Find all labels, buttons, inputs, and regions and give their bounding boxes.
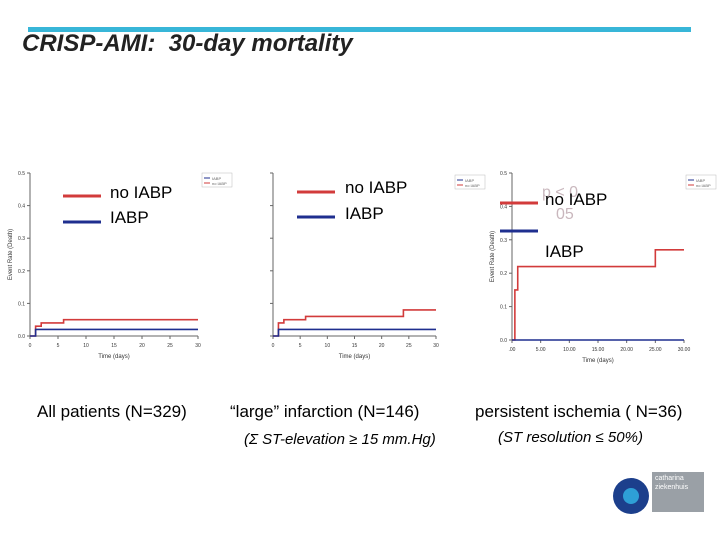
chart-1-series-no-iabp-line: [30, 318, 198, 337]
chart-2-x-tick-label: 30: [433, 343, 439, 349]
chart-3-x-tick-label: 10.00: [563, 347, 576, 353]
legend-iabp-label-3b: IABP: [545, 242, 584, 261]
chart-1-y-tick-label: 0.5: [18, 171, 25, 177]
chart-2-x-label: Time (days): [339, 354, 370, 360]
chart-2-x-tick-label: 5: [299, 343, 302, 349]
chart-2-x-tick-label: 15: [352, 343, 358, 349]
chart-1-mini-legend: [201, 172, 233, 188]
subcaption-st-elevation: (Σ ST-elevation ≥ 15 mm.Hg): [244, 431, 436, 448]
chart-1-x-tick-label: 15: [111, 343, 117, 349]
chart-1-y-tick-label: 0.2: [18, 269, 25, 275]
legend-no-iabp-label-2: no IABP: [345, 178, 408, 197]
chart-3-x-tick-label: .00: [509, 347, 516, 353]
legend-iabp-label-1: IABP: [110, 208, 149, 227]
chart-3-x-label: Time (days): [582, 358, 613, 364]
chart-1-y-tick-label: 0.0: [18, 334, 25, 340]
chart-1-y-tick-label: 0.3: [18, 236, 25, 242]
legend-iabp-label-2: IABP: [345, 204, 384, 223]
chart-3-x-tick-label: 25.00: [649, 347, 662, 353]
chart-1-x-tick-label: 20: [139, 343, 145, 349]
legend-no-iabp-label-3: no IABP: [545, 190, 608, 209]
caption-persistent-ischemia: persistent ischemia ( N=36): [475, 402, 683, 421]
chart-1-y-label: Event Rate (Death): [8, 229, 14, 280]
chart-3-y-tick-label: 0.3: [500, 238, 507, 244]
chart-1-x-tick-label: 30: [195, 343, 201, 349]
chart-3-series-no-iabp-line: [512, 249, 684, 341]
chart-3-x-tick-label: 15.00: [592, 347, 605, 353]
chart-3-y-tick-label: 0.2: [500, 271, 507, 277]
chart-2-x-tick-label: 0: [272, 343, 275, 349]
chart-3-mini-legend: [685, 174, 717, 190]
chart-2-mini-legend-iabp-text: IABP: [465, 178, 474, 183]
chart-3-mini-legend-iabp-text: IABP: [696, 178, 705, 183]
hospital-logo-icon: [613, 478, 649, 514]
chart-1-series-iabp-line: [30, 328, 198, 337]
chart-1-x-tick-label: 10: [83, 343, 89, 349]
chart-2-x-tick-label: 25: [406, 343, 412, 349]
chart-2-mini-legend-no-iabp-text: no IABP: [465, 183, 480, 188]
chart-3-y-tick-label: 0.1: [500, 305, 507, 311]
chart-3-mini-legend-no-iabp-text: no IABP: [696, 183, 711, 188]
chart-1-x-tick-label: 5: [57, 343, 60, 349]
chart-1-x-label: Time (days): [98, 354, 129, 360]
p-value-note-line2: 05: [556, 206, 574, 223]
chart-3-y-tick-label: 0.5: [500, 171, 507, 177]
chart-1-y-tick-label: 0.1: [18, 301, 25, 307]
chart-3-x-tick-label: 20.00: [620, 347, 633, 353]
chart-3-y-tick-label: 0.4: [500, 204, 507, 210]
chart-2-x-tick-label: 10: [325, 343, 331, 349]
title-accent-bar: [28, 27, 691, 32]
chart-1-x-tick-label: 0: [29, 343, 32, 349]
chart-3-x-tick-label: 30.00: [678, 347, 691, 353]
chart-1-mini-legend-no-iabp-text: no IABP: [212, 181, 227, 186]
p-value-note-line1: p < 0.: [542, 184, 583, 201]
chart-2-mini-legend: [454, 174, 486, 190]
chart-2-series-iabp-line: [273, 328, 436, 337]
caption-large-infarction: “large” infarction (N=146): [230, 402, 420, 421]
chart-3-x-tick-label: 5.00: [536, 347, 546, 353]
chart-2-series-no-iabp-line: [273, 309, 436, 337]
chart-1-mini-legend-iabp-text: IABP: [212, 176, 221, 181]
slide-title: CRISP-AMI: 30-day mortality: [22, 30, 353, 57]
subcaption-st-resolution: (ST resolution ≤ 50%): [498, 429, 643, 446]
caption-all-patients: All patients (N=329): [37, 402, 187, 421]
legend-no-iabp-label-1: no IABP: [110, 183, 173, 202]
chart-3-y-tick-label: 0.0: [500, 338, 507, 344]
chart-2-x-tick-label: 20: [379, 343, 385, 349]
hospital-logo-text: catharina ziekenhuis: [652, 472, 704, 512]
chart-1-y-tick-label: 0.4: [18, 204, 25, 210]
chart-3-y-label: Event Rate (Death): [490, 231, 496, 282]
chart-1-x-tick-label: 25: [167, 343, 173, 349]
